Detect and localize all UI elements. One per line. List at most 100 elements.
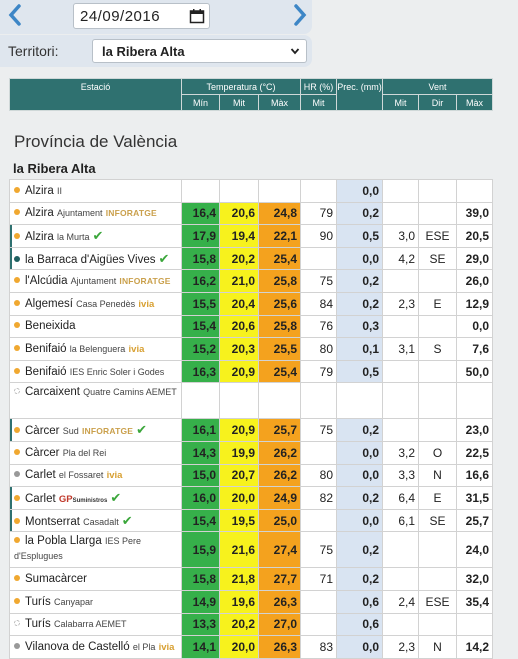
station-cell[interactable]: Sumacàrcer: [9, 567, 182, 591]
station-cell[interactable]: Benifaió IES Enric Soler i Godes: [9, 359, 182, 384]
station-cell[interactable]: Alzira II: [9, 179, 182, 203]
station-cell[interactable]: Carlet el Fossaret ivia: [9, 463, 182, 488]
temp-max-cell: 27,4: [258, 531, 301, 569]
station-cell[interactable]: Turís Canyapar: [9, 589, 182, 614]
station-location: Calabarra AEMET: [53, 619, 127, 630]
table-row[interactable]: Beneixida 15,4 20,6 25,8 76 0,3 0,0: [9, 314, 493, 339]
header-temperature: Temperatura (°C): [181, 78, 301, 95]
table-row[interactable]: Càrcer Pla del Rei 14,3 19,9 26,2 0,0 3,2 O 22,…: [9, 440, 493, 465]
station-cell[interactable]: Benifaió la Belenguera ivia: [9, 337, 182, 361]
wind-max-cell: 24,0: [456, 531, 493, 569]
next-day-button[interactable]: [289, 2, 311, 28]
precip-cell: [336, 382, 383, 420]
station-location: la Belenguera: [69, 343, 126, 354]
ivia-logo: ivia: [128, 343, 145, 355]
table-row[interactable]: Benifaió IES Enric Soler i Godes 16,3 20,9…: [9, 359, 493, 384]
previous-day-button[interactable]: [4, 2, 26, 28]
stations-table: Alzira II 0,0 Alzira Ajuntament INFORATGE 1…: [9, 179, 493, 659]
humidity-cell: 76: [300, 314, 337, 339]
territory-label: Territori:: [8, 43, 59, 59]
station-cell[interactable]: Carlet GPSuministros ✔: [9, 486, 182, 510]
table-row[interactable]: Benifaió la Belenguera ivia 15,2 20,3 25,5 8…: [9, 337, 493, 361]
territory-bar: Territori: la Ribera Alta: [0, 35, 312, 67]
station-cell[interactable]: Montserrat Casadalt ✔: [9, 508, 182, 533]
station-name: Sumacàrcer: [25, 573, 87, 586]
wind-dir-cell: [418, 382, 457, 420]
territory-select[interactable]: la Ribera Alta: [92, 39, 307, 63]
calendar-icon[interactable]: [189, 8, 205, 24]
status-dot-icon: [14, 277, 20, 284]
table-row[interactable]: la Barraca d'Aigües Vives ✔ 15,8 20,2 25,4 0,…: [9, 246, 493, 271]
wind-mit-cell: 6,4: [382, 486, 419, 510]
status-dot-icon: [14, 597, 20, 604]
wind-max-cell: 16,6: [456, 463, 493, 488]
station-name: la Barraca d'Aigües Vives: [25, 253, 156, 266]
wind-mit-cell: [382, 314, 419, 339]
temp-min-cell: 16,1: [181, 418, 220, 442]
verified-check-icon: ✔: [110, 489, 122, 505]
table-row[interactable]: Montserrat Casadalt ✔ 15,4 19,5 25,0 0,0 6,1 SE…: [9, 508, 493, 533]
status-dot-icon: [14, 494, 20, 501]
station-cell[interactable]: Algemesí Casa Penedès ivia: [9, 291, 182, 316]
wind-max-cell: 0,0: [456, 314, 493, 339]
wind-mit-cell: 3,1: [382, 337, 419, 361]
wind-mit-cell: 6,1: [382, 508, 419, 533]
wind-max-cell: 26,0: [456, 269, 493, 293]
wind-max-cell: 32,0: [456, 567, 493, 591]
station-cell[interactable]: Càrcer Pla del Rei: [9, 440, 182, 465]
station-cell[interactable]: la Pobla Llarga IES Pere d'Esplugues: [9, 531, 182, 569]
station-location: la Murta: [56, 231, 90, 242]
table-row[interactable]: Alzira la Murta ✔ 17,9 19,4 22,1 90 0,5 3,0 ESE 2…: [9, 224, 493, 248]
station-cell[interactable]: Vilanova de Castelló el Pla ivia: [9, 635, 182, 659]
table-row[interactable]: Sumacàrcer 15,8 21,8 27,7 71 0,2 32,0: [9, 567, 493, 591]
temp-mit-cell: 20,9: [219, 418, 259, 442]
temp-mit-cell: 20,6: [219, 314, 259, 339]
ivia-logo: ivia: [158, 641, 175, 653]
wind-mit-cell: 2,3: [382, 635, 419, 659]
verified-check-icon: ✔: [121, 512, 133, 528]
wind-max-cell: [456, 612, 493, 637]
table-row[interactable]: Carlet GPSuministros ✔ 16,0 20,0 24,9 82 0,2 6,…: [9, 486, 493, 510]
table-row[interactable]: Turís Calabarra AEMET 13,3 20,2 27,0 0,6: [9, 612, 493, 637]
wind-max-cell: 31,5: [456, 486, 493, 510]
wind-mit-cell: 2,3: [382, 291, 419, 316]
humidity-cell: [300, 589, 337, 614]
table-row[interactable]: Carlet el Fossaret ivia 15,0 20,7 26,2 80 0,0…: [9, 463, 493, 488]
station-location: Sud: [62, 426, 79, 437]
header-temp-mit: Mit: [219, 94, 259, 111]
table-row[interactable]: Carcaixent Quatre Camins AEMET: [9, 382, 493, 420]
wind-dir-cell: N: [418, 635, 457, 659]
station-cell[interactable]: Alzira Ajuntament INFORATGE: [9, 201, 182, 226]
temp-min-cell: 13,3: [181, 612, 220, 637]
date-input[interactable]: 24/09/2016: [73, 3, 210, 29]
station-cell[interactable]: Alzira la Murta ✔: [9, 224, 182, 248]
temp-max-cell: 27,0: [258, 612, 301, 637]
temp-min-cell: 16,4: [181, 201, 220, 226]
station-cell[interactable]: la Barraca d'Aigües Vives ✔: [9, 246, 182, 271]
table-row[interactable]: Vilanova de Castelló el Pla ivia 14,1 20,0…: [9, 635, 493, 659]
station-cell[interactable]: l'Alcúdia Ajuntament INFORATGE: [9, 269, 182, 293]
wind-dir-cell: SE: [418, 246, 457, 271]
wind-max-cell: 20,5: [456, 224, 493, 248]
table-row[interactable]: la Pobla Llarga IES Pere d'Esplugues 15,9…: [9, 531, 493, 569]
table-row[interactable]: Alzira Ajuntament INFORATGE 16,4 20,6 24,8 7…: [9, 201, 493, 226]
station-cell[interactable]: Beneixida: [9, 314, 182, 339]
table-row[interactable]: Alzira II 0,0: [9, 179, 493, 203]
wind-dir-cell: [418, 531, 457, 569]
header-wind: Vent: [382, 78, 493, 95]
station-cell[interactable]: Càrcer Sud INFORATGE ✔: [9, 418, 182, 442]
table-row[interactable]: Algemesí Casa Penedès ivia 15,5 20,4 25,6 84…: [9, 291, 493, 316]
temp-max-cell: 24,8: [258, 201, 301, 226]
station-cell[interactable]: Turís Calabarra AEMET: [9, 612, 182, 637]
station-location: Casadalt: [83, 516, 119, 527]
station-cell[interactable]: Carcaixent Quatre Camins AEMET: [9, 382, 182, 420]
table-row[interactable]: Turís Canyapar 14,9 19,6 26,3 0,6 2,4 ESE 35,4: [9, 589, 493, 614]
temp-mit-cell: 21,6: [219, 531, 259, 569]
wind-max-cell: 50,0: [456, 359, 493, 384]
station-name: la Pobla Llarga: [25, 535, 102, 548]
table-row[interactable]: l'Alcúdia Ajuntament INFORATGE 16,2 21,0 25…: [9, 269, 493, 293]
table-row[interactable]: Càrcer Sud INFORATGE ✔ 16,1 20,9 25,7 75 0,2 23…: [9, 418, 493, 442]
status-dot-icon: [14, 209, 20, 216]
humidity-cell: [300, 612, 337, 637]
temp-max-cell: 25,0: [258, 508, 301, 533]
